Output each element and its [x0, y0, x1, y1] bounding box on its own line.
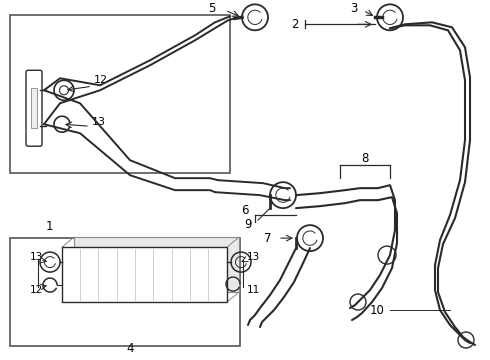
Text: 9: 9 [244, 218, 252, 231]
Bar [62, 247, 227, 302]
Text: 6: 6 [241, 204, 249, 217]
Bar [10, 238, 240, 346]
Text: 12: 12 [29, 285, 43, 295]
Text: 8: 8 [361, 152, 368, 165]
Text: 5: 5 [208, 2, 216, 15]
FancyBboxPatch shape [26, 70, 42, 146]
Text: 4: 4 [126, 342, 134, 355]
Text: 10: 10 [370, 303, 385, 316]
Text: 7: 7 [264, 231, 272, 244]
Text: 12: 12 [94, 75, 108, 85]
Text: 2: 2 [291, 18, 299, 31]
Text: 13: 13 [29, 252, 43, 262]
Bar [10, 15, 230, 173]
Text: 11: 11 [247, 285, 260, 295]
Text: 13: 13 [247, 252, 260, 262]
Text: 3: 3 [350, 2, 358, 15]
FancyBboxPatch shape [31, 88, 37, 128]
Bar [74, 237, 239, 292]
Text: 1: 1 [46, 220, 53, 233]
Text: 13: 13 [92, 117, 106, 127]
